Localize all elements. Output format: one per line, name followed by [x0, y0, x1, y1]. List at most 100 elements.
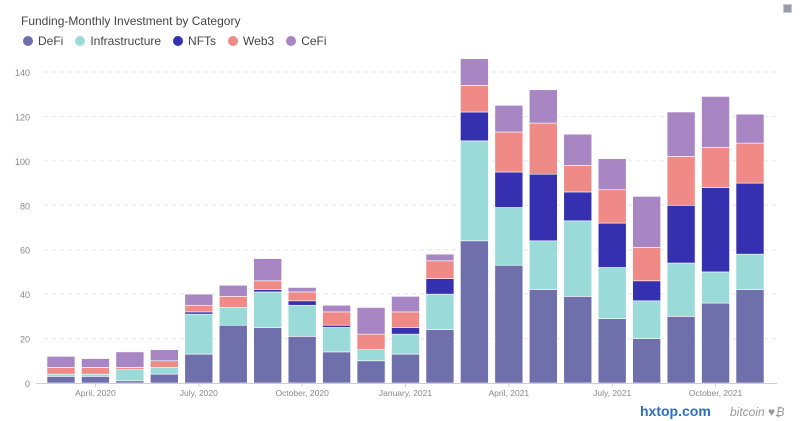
bar-segment-web3 — [184, 304, 214, 313]
legend-item-defi[interactable]: DeFi — [23, 34, 63, 48]
x-tick-label: January, 2021 — [379, 388, 433, 398]
bar-segment-defi — [184, 353, 214, 384]
bar-segment-web3 — [322, 311, 351, 326]
legend-label: DeFi — [38, 34, 64, 48]
bar-segment-web3 — [253, 280, 282, 291]
x-tick-label: October, 2020 — [275, 388, 329, 398]
bar-segment-web3 — [632, 247, 661, 282]
bar-segment-defi — [494, 264, 524, 384]
bar-segment-cefi — [528, 89, 558, 124]
bar-segment-defi — [460, 240, 489, 384]
legend-dot-icon — [75, 36, 86, 46]
bar-segment-cefi — [632, 196, 661, 248]
bar-segment-cefi — [494, 105, 524, 133]
bar-segment-infrastructure — [425, 293, 455, 330]
legend-label: NFTs — [188, 34, 217, 48]
bar-segment-nfts — [460, 111, 489, 142]
bar-segment-nfts — [735, 182, 765, 255]
bar-segment-defi — [563, 296, 593, 384]
legend-label: Infrastructure — [90, 34, 162, 48]
bar-segment-infrastructure — [253, 291, 282, 328]
legend-dot-icon — [286, 36, 297, 46]
bar-segment-defi — [425, 329, 455, 384]
bar-segment-infrastructure — [81, 373, 110, 377]
bar-segment-web3 — [701, 147, 730, 188]
bar-segment-infrastructure — [701, 271, 730, 304]
bar-segment-defi — [218, 324, 248, 384]
y-tick-label: 0 — [25, 379, 30, 389]
y-tick-label: 40 — [20, 290, 30, 300]
bar-segment-infrastructure — [115, 369, 145, 382]
legend-label: Web3 — [243, 34, 275, 48]
watermark-text: hxtop.com — [640, 403, 711, 419]
bar-segment-nfts — [563, 191, 593, 222]
legend-item-cefi[interactable]: CeFi — [286, 34, 327, 48]
bar-segment-cefi — [356, 307, 386, 335]
bar-segment-web3 — [46, 367, 76, 375]
bar-segment-web3 — [494, 131, 524, 173]
y-tick-label: 80 — [20, 201, 30, 211]
bar-segment-cefi — [391, 296, 420, 313]
legend-dot-icon — [173, 36, 184, 46]
bar-segment-web3 — [115, 367, 145, 370]
bar-segment-infrastructure — [735, 253, 765, 291]
bar-segment-cefi — [150, 349, 179, 362]
bar-segment-nfts — [701, 187, 730, 273]
bar-segment-cefi — [81, 358, 110, 368]
bar-segment-web3 — [528, 122, 558, 175]
bar-segment-nfts — [425, 278, 455, 295]
bar-segment-defi — [632, 338, 661, 384]
bar-segment-infrastructure — [528, 240, 558, 290]
bar-segment-cefi — [597, 158, 627, 191]
bar-segment-defi — [322, 351, 351, 384]
bar-segment-infrastructure — [666, 262, 696, 317]
legend-item-infrastructure[interactable]: Infrastructure — [75, 34, 161, 48]
bar-segment-defi — [115, 380, 145, 384]
bar-segment-cefi — [253, 258, 282, 282]
bar-segment-web3 — [735, 142, 765, 184]
x-tick-label: July, 2021 — [593, 388, 631, 398]
legend-dot-icon — [23, 36, 33, 46]
x-tick-label: July, 2020 — [180, 388, 218, 398]
bar-segment-infrastructure — [287, 304, 317, 337]
legend-dot-icon — [228, 36, 239, 46]
bar-segment-cefi — [460, 58, 489, 86]
bar-segment-cefi — [701, 96, 730, 148]
bar-segment-defi — [735, 289, 765, 384]
bar-segment-infrastructure — [632, 300, 661, 339]
expand-icon[interactable] — [783, 4, 792, 13]
bar-segment-defi — [287, 336, 317, 384]
legend-item-web3[interactable]: Web3 — [228, 34, 274, 48]
bar-segment-cefi — [46, 356, 76, 368]
bar-segment-web3 — [563, 165, 593, 193]
legend-item-nfts[interactable]: NFTs — [173, 34, 216, 48]
bar-segment-defi — [666, 316, 696, 384]
bar-segment-web3 — [425, 260, 455, 279]
bar-segment-cefi — [184, 293, 214, 306]
bar-segment-cefi — [115, 351, 145, 368]
bar-segment-infrastructure — [46, 373, 76, 377]
chart-title: Funding-Monthly Investment by Category — [21, 14, 241, 28]
watermark-subtext: bitcoin ♥₿ — [730, 405, 785, 419]
bar-segment-nfts — [391, 327, 420, 335]
bar-segment-defi — [391, 353, 420, 384]
bar-segment-cefi — [563, 133, 593, 166]
legend-label: CeFi — [301, 34, 327, 48]
bar-segment-defi — [597, 318, 627, 384]
bar-segment-cefi — [735, 113, 765, 144]
bar-segment-cefi — [287, 287, 317, 293]
bar-segment-defi — [528, 289, 558, 384]
bar-segment-nfts — [597, 222, 627, 268]
bar-segment-web3 — [356, 333, 386, 350]
y-tick-label: 20 — [20, 335, 30, 345]
bar-segment-defi — [150, 373, 179, 384]
y-tick-label: 100 — [15, 157, 30, 167]
y-tick-label: 140 — [15, 68, 30, 78]
bar-segment-infrastructure — [184, 313, 214, 355]
bar-segment-web3 — [391, 311, 420, 328]
bar-segment-defi — [253, 327, 282, 384]
x-tick-label: October, 2021 — [689, 388, 743, 398]
bar-segment-infrastructure — [150, 367, 179, 375]
bar-segment-cefi — [322, 304, 351, 313]
bar-segment-nfts — [494, 171, 524, 208]
